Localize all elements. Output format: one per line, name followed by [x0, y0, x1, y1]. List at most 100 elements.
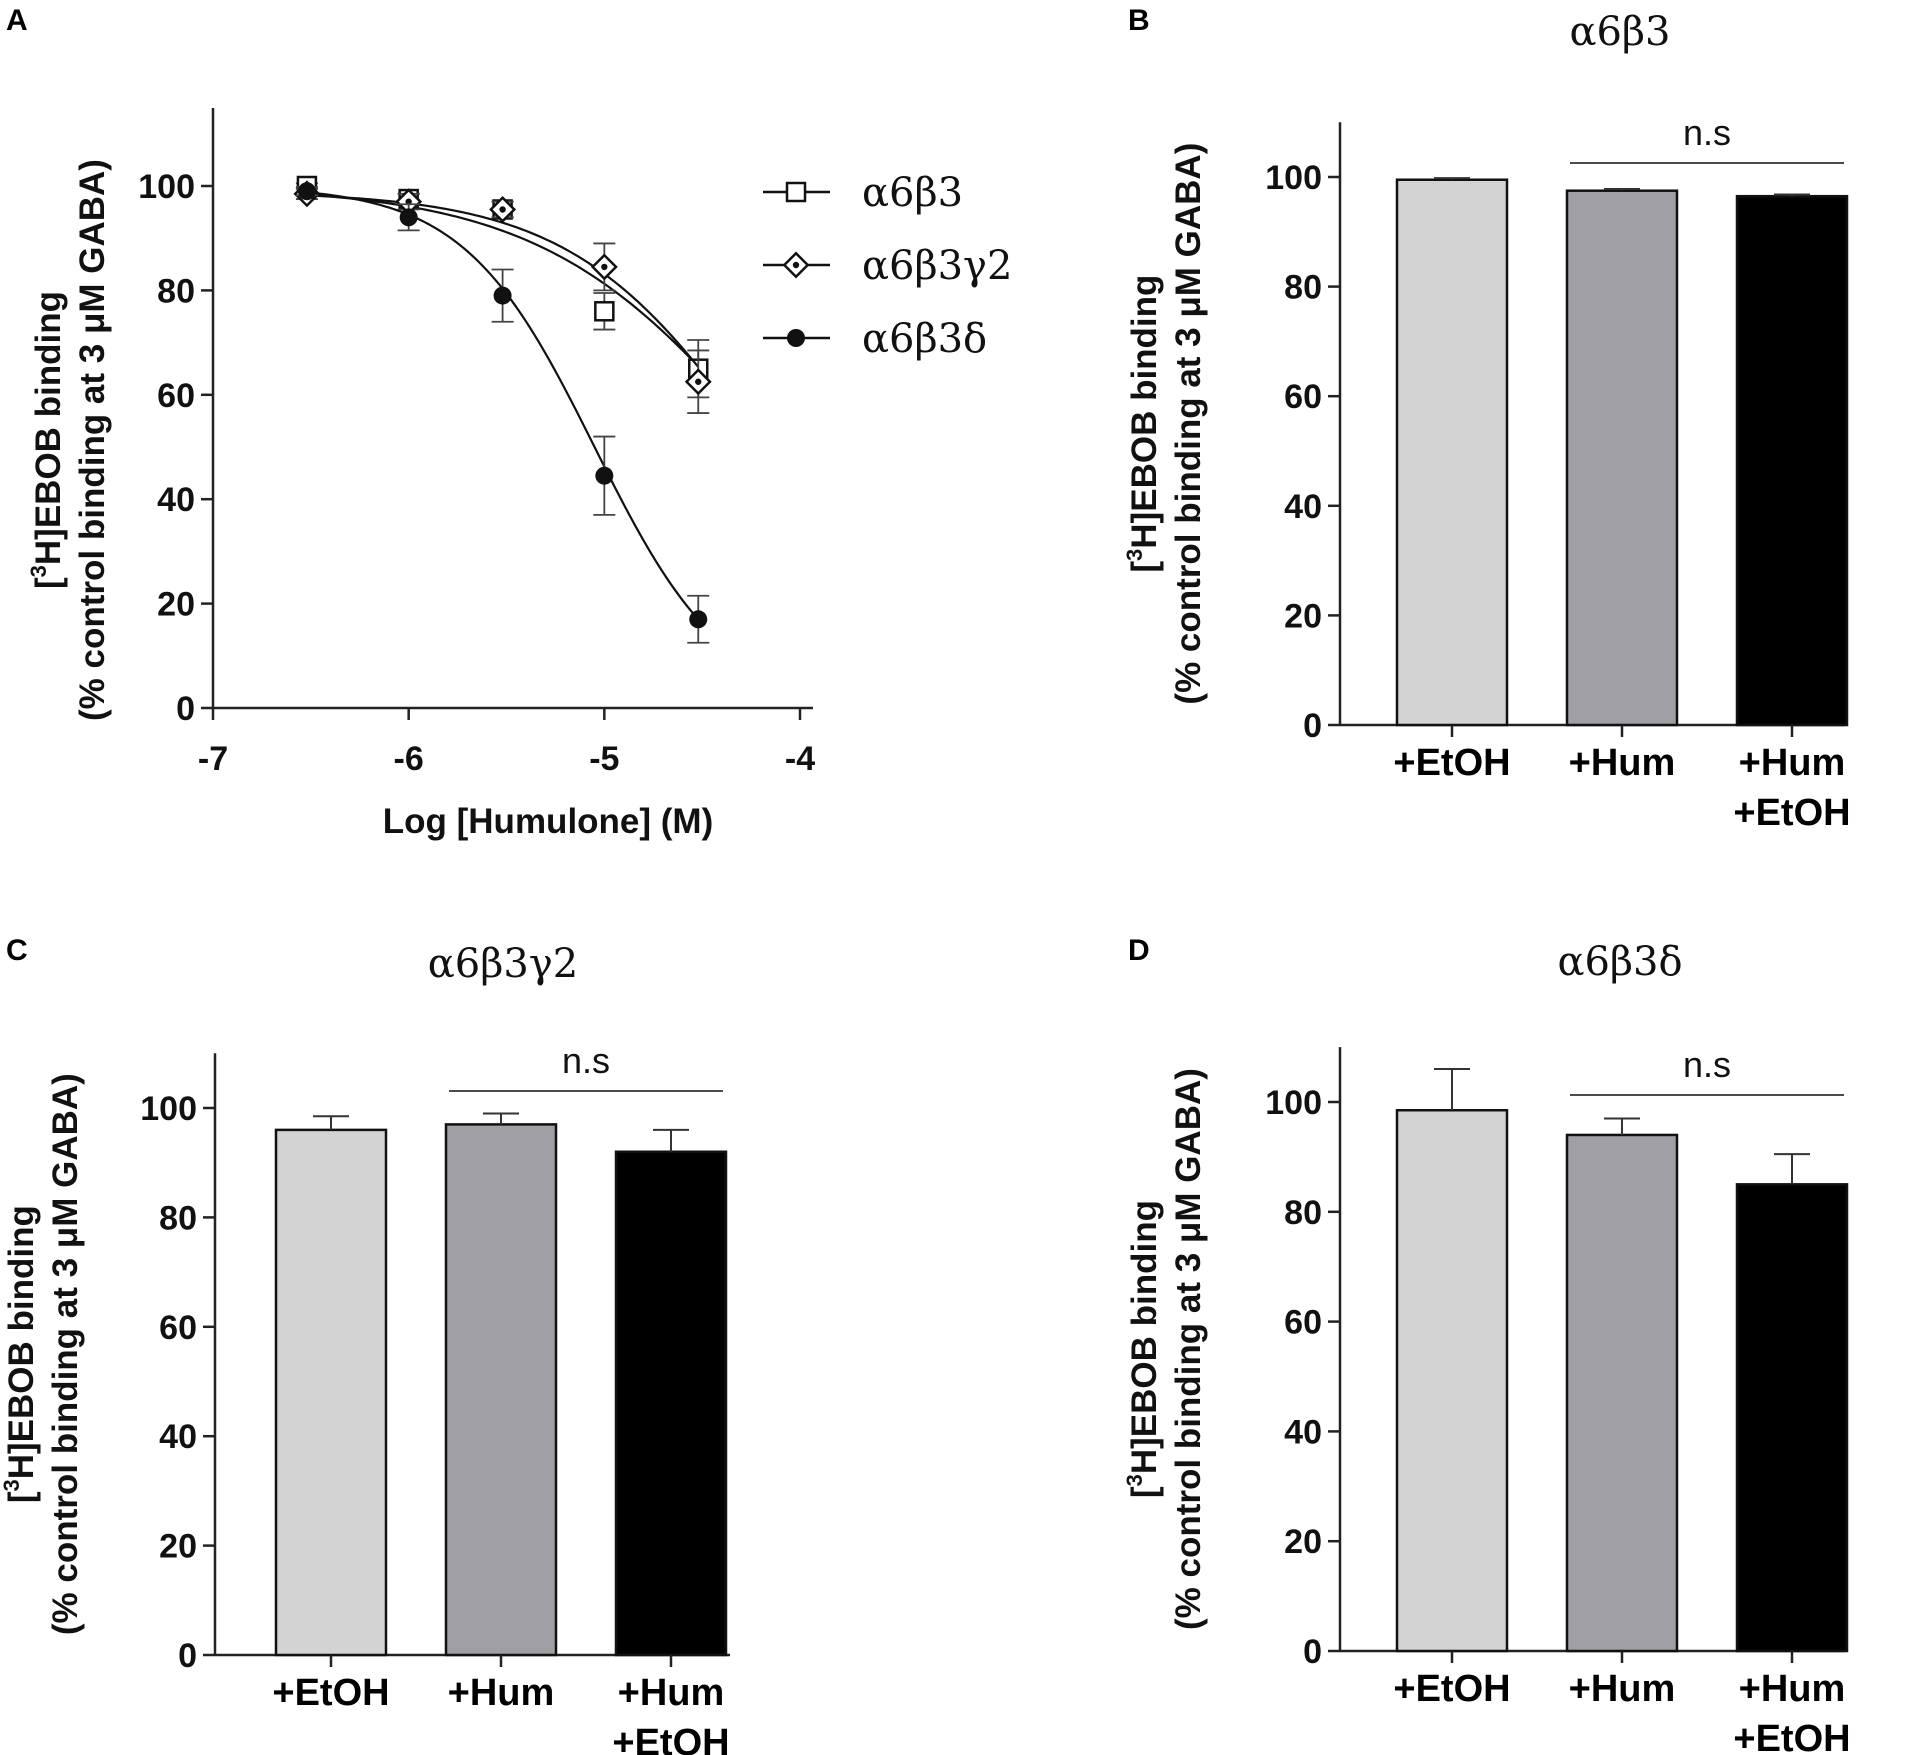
marker-circle	[787, 329, 805, 347]
category-label: +EtOH	[612, 1722, 729, 1755]
y-axis-label-line1: [3H]EBOB binding	[0, 1205, 41, 1503]
bar	[444, 1123, 558, 1657]
chart-title: α6β3δ	[1557, 939, 1682, 985]
y-tick-label: 100	[140, 1090, 197, 1128]
y-axis-label-line2: (% control binding at 3 μM GABA)	[1169, 143, 1208, 705]
x-axis-label: Log [Humulone] (M)	[383, 802, 713, 841]
y-tick-label: 80	[1284, 1194, 1322, 1232]
legend: α6β3 α6β3γ2 α6β3δ	[763, 170, 1012, 362]
panel-label-a: A	[6, 4, 28, 37]
marker-diamond-dot	[405, 198, 412, 205]
category-label: +EtOH	[1393, 1668, 1510, 1710]
data-point	[595, 466, 614, 485]
bar	[1395, 1108, 1509, 1653]
data-point	[493, 286, 512, 305]
marker-square	[594, 301, 615, 322]
legend-item: α6β3γ2	[763, 243, 1012, 289]
x-tick-label: -7	[198, 740, 228, 778]
fit-curve	[306, 193, 700, 368]
panel-a-dose-response: 0 20 40 60 80 100 -7 -6 -5 -4 Log [Humulone] (M) [3…	[26, 108, 1012, 841]
x-tick-label: -4	[785, 740, 815, 778]
data-point	[297, 182, 316, 201]
y-tick-label: 40	[159, 1418, 197, 1456]
x-tick-label: -5	[589, 740, 619, 778]
y-tick-label: 0	[1303, 1633, 1322, 1671]
y-axis-label-line2: (% control binding at 3 μM GABA)	[1169, 1068, 1208, 1630]
category-label: +Hum	[1739, 1668, 1846, 1710]
chart-title: α6β3	[1569, 9, 1670, 55]
y-axis-label-line1: [3H]EBOB binding	[1122, 1200, 1164, 1498]
chart-title: α6β3γ2	[428, 941, 578, 987]
y-tick-label: 80	[157, 272, 195, 310]
bar	[1735, 1183, 1849, 1653]
fit-curve	[306, 191, 700, 621]
y-tick-label: 40	[157, 481, 195, 519]
y-axis-label-line1: [3H]EBOB binding	[26, 291, 68, 589]
legend-item: α6β3	[763, 170, 963, 216]
y-tick-label: 40	[1284, 488, 1322, 526]
data-point	[399, 208, 418, 227]
category-label: +Hum	[448, 1672, 555, 1714]
significance-label: n.s	[562, 1040, 610, 1081]
y-tick-label: 60	[1284, 378, 1322, 416]
y-axis-label: [3H]EBOB binding (% control binding at 3 …	[1122, 1068, 1208, 1630]
marker-circle	[399, 208, 418, 227]
category-label: +EtOH	[1733, 1718, 1850, 1755]
bar	[274, 1128, 388, 1657]
panel-b-bar-chart: α6β3 0 20 40 60 80 100 [3H]EBOB binding (% contr…	[1122, 9, 1851, 834]
x-tick-label: -6	[394, 740, 424, 778]
bar	[614, 1150, 728, 1657]
y-tick-label: 0	[1303, 707, 1322, 745]
marker-circle	[689, 610, 708, 629]
y-tick-label: 60	[157, 377, 195, 415]
category-label: +Hum	[1569, 1668, 1676, 1710]
category-label: +EtOH	[272, 1672, 389, 1714]
marker-diamond-dot	[601, 263, 608, 271]
y-axis-label: [3H]EBOB binding (% control binding at 3 …	[26, 159, 112, 721]
panel-c-bar-chart: α6β3γ2 0 20 40 60 80 100 [3H]EBOB binding (% con…	[0, 941, 730, 1755]
marker-circle	[297, 182, 316, 201]
y-tick-label: 80	[159, 1199, 197, 1237]
panel-d-bar-chart: α6β3δ 0 20 40 60 80 100 [3H]EBOB binding (% cont…	[1122, 939, 1851, 1755]
y-tick-label: 80	[1284, 269, 1322, 307]
y-tick-label: 0	[176, 690, 195, 728]
significance-label: n.s	[1683, 1044, 1731, 1085]
marker-circle	[595, 466, 614, 485]
y-axis-label-line2: (% control binding at 3 μM GABA)	[73, 159, 112, 721]
marker-circle	[493, 286, 512, 305]
data-point	[594, 301, 615, 322]
category-label: +EtOH	[1393, 742, 1510, 784]
legend-label: α6β3γ2	[862, 243, 1012, 289]
bar	[1735, 194, 1849, 727]
y-tick-label: 100	[138, 168, 195, 206]
y-tick-label: 60	[159, 1309, 197, 1347]
panel-label-b: B	[1128, 4, 1150, 37]
data-point	[590, 253, 618, 281]
category-label: +Hum	[1739, 742, 1846, 784]
legend-label: α6β3	[862, 170, 963, 216]
y-axis-label-line2: (% control binding at 3 μM GABA)	[46, 1073, 85, 1635]
y-axis-label-line1: [3H]EBOB binding	[1122, 275, 1164, 573]
legend-item: α6β3δ	[763, 316, 987, 362]
bar	[1395, 178, 1509, 727]
series-3	[295, 182, 710, 644]
y-tick-label: 20	[157, 586, 195, 624]
bar	[1565, 189, 1679, 727]
bar	[1565, 1133, 1679, 1653]
panel-label-c: C	[6, 934, 28, 967]
y-tick-label: 60	[1284, 1304, 1322, 1342]
y-axis-label: [3H]EBOB binding (% control binding at 3 …	[0, 1073, 85, 1635]
data-point	[689, 610, 708, 629]
category-label: +Hum	[618, 1672, 725, 1714]
y-tick-label: 100	[1265, 159, 1322, 197]
data-point	[684, 368, 712, 396]
y-tick-label: 20	[1284, 597, 1322, 635]
y-tick-label: 40	[1284, 1413, 1322, 1451]
significance-label: n.s	[1683, 112, 1731, 153]
y-tick-label: 0	[178, 1637, 197, 1675]
panel-label-d: D	[1128, 934, 1150, 967]
y-tick-label: 20	[159, 1528, 197, 1566]
data-point	[489, 196, 517, 223]
marker-diamond-dot	[792, 261, 800, 269]
